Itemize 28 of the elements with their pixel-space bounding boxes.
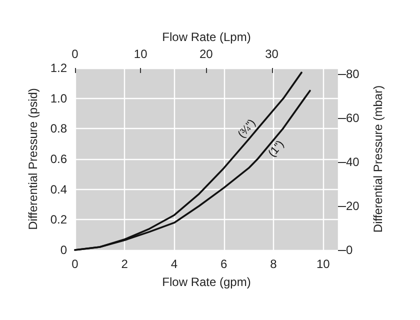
y2-tick-label: 80 [346,66,360,81]
x2-tick-label: 0 [72,47,79,61]
y-tick-label: 1.0 [50,91,68,106]
text: (¾") [236,117,258,140]
y2-tick-label: 60 [346,110,360,125]
text: (1") [266,138,287,160]
x2-axis-title: Flow Rate (Lpm) [162,30,251,44]
y-axis-title: Differential Pressure (psid) [26,88,40,230]
y-tick-label: 0.8 [50,122,68,136]
x-tick-label: 8 [270,257,278,271]
x-axis-title: Flow Rate (gpm) [162,275,251,289]
x2-tick-label: 30 [265,47,279,61]
x-tick-label: 6 [220,257,228,271]
y2-axis-title: Differential Pressure (mbar) [371,85,385,233]
y2-tick-label: 0 [346,243,353,257]
x-tick-label: 2 [121,257,128,271]
y2-tick-label: 40 [346,154,360,169]
x2-tick-label: 20 [199,47,214,61]
y-tick-label: 0.2 [50,212,68,227]
y-tick-label: 0.6 [50,152,68,166]
y-tick-label: 0 [60,243,68,257]
y2-tick-label: 20 [346,198,360,213]
y-tick-label: 1.2 [50,61,68,75]
y-tick-label: 0.4 [50,182,68,196]
x-tick-label: 0 [72,257,79,271]
x-tick-label: 4 [170,257,178,271]
x2-tick-label: 10 [134,47,148,61]
x-tick-label: 10 [316,257,330,271]
